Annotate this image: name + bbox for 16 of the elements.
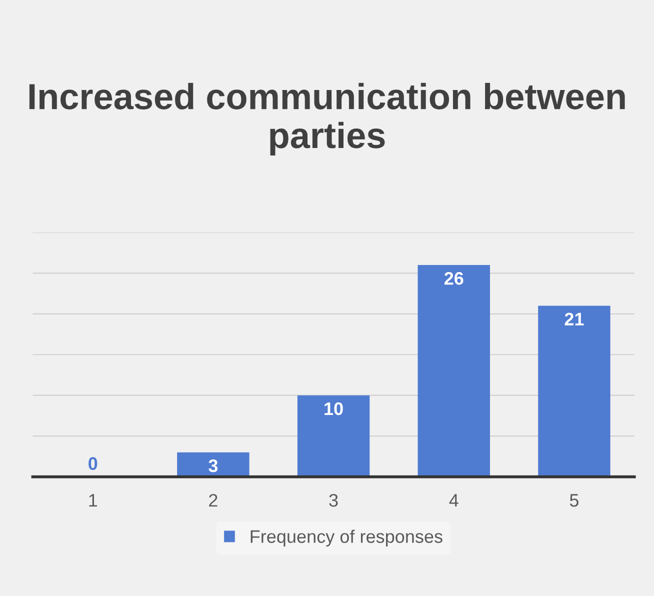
data-label: 10	[324, 402, 343, 416]
x-tick-label: 2	[209, 494, 218, 507]
bar	[297, 395, 370, 477]
data-label: 21	[564, 312, 584, 326]
data-label: 0	[88, 457, 98, 470]
data-label: 26	[444, 272, 464, 285]
x-tick-label: 5	[570, 494, 578, 507]
data-label: 3	[208, 459, 218, 472]
bar	[177, 452, 250, 477]
x-tick-label: 1	[89, 494, 98, 507]
legend-label: Frequency of responses	[250, 530, 442, 547]
chart-title: Increased communication between parties	[29, 82, 625, 156]
bar	[538, 306, 610, 477]
x-tick-label: 4	[449, 494, 458, 507]
bar	[418, 265, 490, 477]
x-tick-label: 3	[329, 494, 338, 507]
